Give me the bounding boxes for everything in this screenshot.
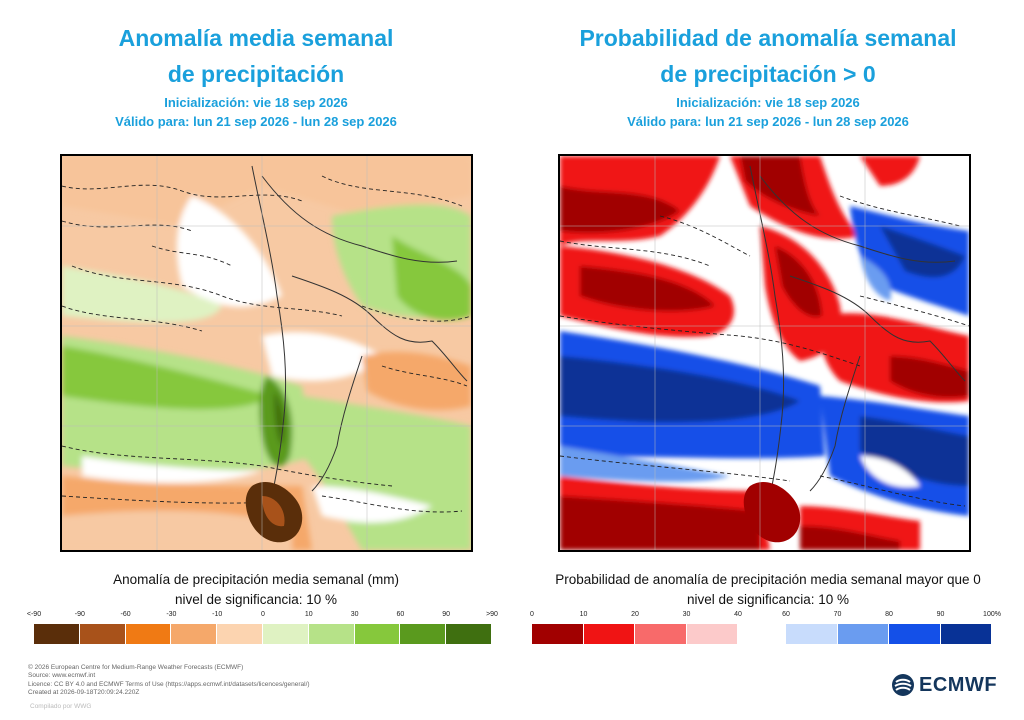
left-colorbar-tick-label: -30 (166, 611, 177, 618)
left-significance: nivel de significancia: 10 % (174, 592, 338, 607)
footer-created: Created at 2026-09-18T20:09:24.220Z (28, 689, 140, 697)
left-colorbar (34, 624, 492, 644)
right-caption: Probabilidad de anomalía de precipitació… (555, 572, 981, 587)
right-colorbar-ticks-high: 60 70 80 90 100% (782, 611, 1001, 623)
ecmwf-logo-text: ECMWF (919, 673, 998, 696)
probability-map (558, 154, 971, 552)
right-colorbar-low-swatch (686, 624, 738, 644)
anomaly-map-svg (62, 156, 471, 550)
watermark: Compilado por WWG (30, 703, 92, 710)
left-colorbar-swatch (217, 624, 263, 644)
left-colorbar-swatch (34, 624, 80, 644)
footer-source: Source: www.ecmwf.int (28, 672, 96, 680)
left-colorbar-swatch (171, 624, 218, 644)
right-colorbar-low-tick-label: 10 (579, 611, 588, 618)
right-colorbar-low-tick-label: 40 (734, 611, 742, 618)
right-init-date: Inicialización: vie 18 sep 2026 (676, 95, 860, 110)
left-colorbar-swatch (400, 624, 447, 644)
right-colorbar-high (786, 624, 992, 644)
left-colorbar-tick-label: 0 (261, 611, 265, 618)
left-colorbar-swatch (308, 624, 355, 644)
left-title-line2: de precipitación (167, 61, 345, 87)
anomaly-map (60, 154, 473, 552)
right-colorbar-high-swatch (837, 624, 889, 644)
right-title-line2: de precipitación > 0 (660, 61, 876, 87)
right-title-line1: Probabilidad de anomalía semanal (579, 25, 957, 51)
left-init-date: Inicialización: vie 18 sep 2026 (164, 95, 348, 110)
footer-copyright: © 2026 European Centre for Medium-Range … (28, 664, 244, 671)
right-colorbar-high-tick-label: 70 (833, 611, 842, 618)
left-colorbar-tick-label: >90 (486, 611, 498, 618)
left-colorbar-tick-label: <-90 (26, 611, 42, 618)
right-colorbar-high-swatch (889, 624, 941, 644)
left-colorbar-tick-label: 90 (442, 611, 451, 618)
right-colorbar-low-swatch (635, 624, 687, 644)
left-colorbar-tick-label: 60 (396, 611, 405, 618)
right-colorbar-low-tick-label: 20 (631, 611, 639, 618)
right-colorbar-low-swatch (532, 624, 584, 644)
left-caption: Anomalía de precipitación media semanal … (113, 572, 399, 587)
right-colorbar-low-tick-label: 30 (682, 611, 691, 618)
right-title: Probabilidad de anomalía semanal de prec… (512, 20, 1024, 92)
left-colorbar-swatch (125, 624, 172, 644)
right-colorbar-high-tick-label: 90 (936, 611, 945, 618)
left-title: Anomalía media semanal de precipitación (0, 20, 512, 92)
right-colorbar-high-swatch (940, 624, 992, 644)
left-valid-range: Válido para: lun 21 sep 2026 - lun 28 se… (115, 114, 397, 129)
tierra-del-fuego-right (743, 481, 801, 543)
right-colorbar-ticks-low: 0 10 20 30 40 (530, 611, 742, 623)
left-colorbar-tick-label: -10 (212, 611, 223, 618)
left-colorbar-swatch (79, 624, 126, 644)
left-colorbar-tick-label: 30 (350, 611, 359, 618)
grid-lines (62, 156, 471, 550)
probability-map-svg (560, 156, 969, 550)
right-panel: Probabilidad de anomalía semanal de prec… (512, 0, 1024, 720)
significance-contours-right (560, 195, 969, 507)
right-colorbar-low-swatch (583, 624, 635, 644)
significance-contours (62, 175, 471, 513)
left-panel: Anomalía media semanal de precipitación … (0, 20, 512, 644)
left-title-line1: Anomalía media semanal (118, 25, 394, 51)
left-colorbar-swatch (354, 624, 401, 644)
left-colorbar-tick-label: 10 (304, 611, 313, 618)
right-colorbar-low (532, 624, 738, 644)
tierra-del-fuego (245, 481, 303, 543)
left-colorbar-tick-label: -60 (120, 611, 131, 618)
right-colorbar-low-tick-label: 0 (530, 611, 534, 618)
right-significance: nivel de significancia: 10 % (686, 592, 850, 607)
right-colorbar-high-tick-label: 100% (983, 611, 1001, 618)
left-colorbar-tick-label: -90 (74, 611, 85, 618)
left-colorbar-swatch (446, 624, 492, 644)
left-colorbar-ticks: <-90 -90 -60 -30 -10 0 10 30 60 90 >90 (27, 611, 498, 623)
grid-lines-right (560, 156, 969, 550)
ecmwf-logo: ECMWF (891, 673, 997, 697)
ecmwf-swirl-icon (892, 674, 914, 696)
left-colorbar-swatch (262, 624, 309, 644)
footer-credits: © 2026 European Centre for Medium-Range … (28, 664, 310, 698)
footer-licence: Licence: CC BY 4.0 and ECMWF Terms of Us… (28, 680, 310, 688)
right-valid-range: Válido para: lun 21 sep 2026 - lun 28 se… (627, 114, 909, 129)
right-colorbar-high-tick-label: 80 (885, 611, 893, 618)
right-colorbar-high-swatch (786, 624, 838, 644)
right-colorbar-high-tick-label: 60 (782, 611, 790, 618)
